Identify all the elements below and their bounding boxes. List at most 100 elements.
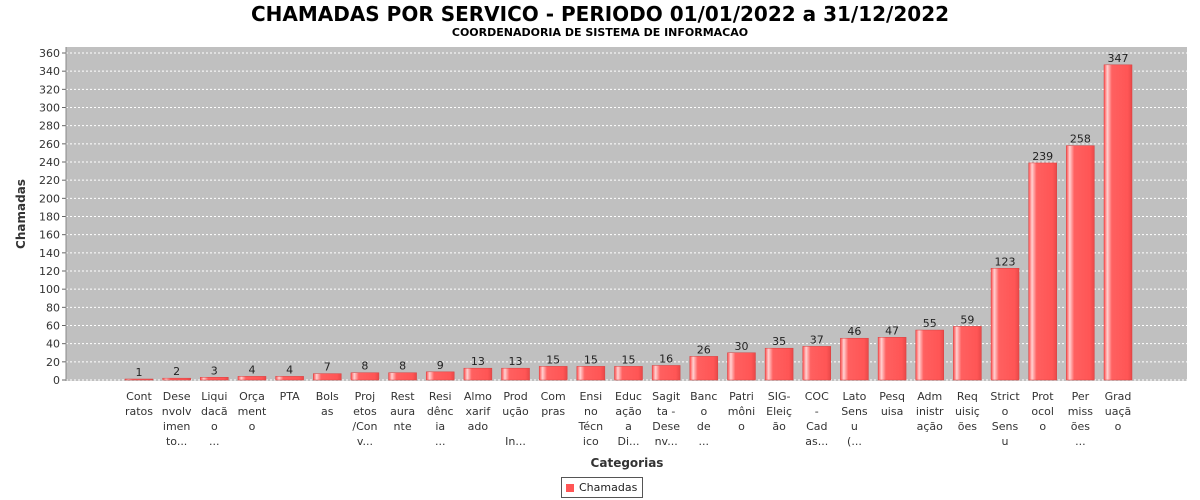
legend: Chamadas (561, 477, 644, 498)
bar (1066, 145, 1095, 381)
bar (576, 366, 606, 381)
bar (313, 373, 342, 381)
bar (425, 371, 455, 381)
y-tick-label: 240 (39, 156, 60, 169)
value-label: 47 (885, 324, 899, 337)
y-tick-label: 80 (46, 301, 60, 314)
value-label: 239 (1032, 150, 1053, 163)
bar (689, 356, 719, 381)
category-label: Per miss ões... (1068, 390, 1094, 448)
bar (1103, 64, 1133, 381)
value-label: 13 (509, 355, 523, 368)
y-tick-label: 200 (39, 192, 60, 205)
chart-title: CHAMADAS POR SERVICO - PERIODO 01/01/202… (250, 2, 950, 26)
value-label: 55 (923, 317, 937, 330)
category-label: Bols as (316, 390, 339, 418)
value-label: 2 (173, 365, 180, 378)
y-tick-label: 220 (39, 174, 60, 187)
y-tick-label: 360 (39, 47, 60, 60)
bar (953, 326, 982, 381)
category-label: Resi dênc ia... (427, 390, 454, 448)
category-label: Lato Sens u (... (841, 390, 868, 448)
bar (915, 329, 944, 381)
chart-subtitle: COORDENADORIA DE SISTEMA DE INFORMACAO (451, 26, 749, 39)
category-label: PTA (280, 390, 300, 403)
value-label: 1 (136, 366, 143, 379)
bar (727, 352, 756, 381)
y-tick-label: 180 (39, 211, 60, 224)
bar (237, 376, 267, 381)
y-tick-label: 140 (39, 247, 60, 260)
value-label: 13 (471, 355, 485, 368)
y-tick-label: 160 (39, 229, 60, 242)
category-label: Sagit ta -Dese nv... (652, 390, 681, 448)
category-label: Prod ução In... (502, 390, 529, 448)
y-tick-label: 20 (46, 356, 60, 369)
value-label: 4 (248, 363, 255, 376)
y-axis: 0 20 40 60 80 100 120 140 160 180 200 220 240 260 280 3… (39, 47, 67, 387)
bar (200, 377, 229, 381)
y-tick-label: 0 (53, 374, 60, 387)
category-label: Adm inistr ação (916, 390, 944, 433)
value-label: 3 (211, 364, 218, 377)
bar (1028, 162, 1057, 381)
value-label: 15 (622, 353, 636, 366)
bar (124, 378, 154, 381)
value-label: 8 (399, 360, 406, 373)
bar (877, 337, 907, 381)
value-label: 26 (697, 343, 711, 356)
bar (614, 366, 643, 381)
bar (651, 365, 681, 381)
category-label: Rest aura nte (390, 390, 415, 433)
bar (990, 268, 1020, 381)
y-tick-label: 280 (39, 120, 60, 133)
value-label: 16 (659, 352, 673, 365)
category-label: Educ ação a Di... (615, 390, 642, 448)
bar (764, 347, 794, 381)
bar (463, 367, 493, 381)
bar (388, 372, 417, 381)
bar (350, 372, 380, 381)
y-axis-title: Chamadas (14, 179, 28, 249)
y-tick-label: 300 (39, 102, 60, 115)
category-label: Almo xarif ado (464, 390, 492, 433)
y-tick-label: 100 (39, 283, 60, 296)
category-label: Com pras (541, 390, 566, 418)
category-label: Strict o Sens u (990, 390, 1020, 448)
category-label: Req uisiç ões (955, 390, 980, 433)
bar (501, 367, 530, 381)
value-label: 8 (361, 360, 368, 373)
category-label: Ensi no Técn ico (578, 390, 604, 448)
y-tick-label: 40 (46, 338, 60, 351)
category-label: Grad uaçã o (1105, 390, 1132, 433)
bar (275, 376, 304, 381)
gridlines (66, 52, 1187, 381)
bar (802, 346, 832, 381)
category-label: Banc o de... (690, 390, 717, 448)
value-label: 46 (847, 325, 861, 338)
value-label: 258 (1070, 133, 1091, 146)
value-label: 4 (286, 363, 293, 376)
y-tick-label: 260 (39, 138, 60, 151)
value-label: 15 (546, 353, 560, 366)
category-label: Proj etos/Con v... (352, 390, 377, 448)
legend-label: Chamadas (579, 481, 638, 494)
value-label: 37 (810, 333, 824, 346)
category-label: Liqui dacã o... (201, 390, 228, 448)
category-label: Orça ment o (238, 390, 267, 433)
category-label: Patri môni o (728, 390, 755, 433)
y-tick-label: 340 (39, 65, 60, 78)
legend-swatch (566, 483, 574, 492)
category-label: Cont ratos (125, 390, 153, 418)
y-tick-label: 120 (39, 265, 60, 278)
value-label: 7 (324, 361, 331, 374)
category-label: COC -Cad as... (805, 390, 829, 448)
value-label: 30 (734, 340, 748, 353)
bar (538, 366, 568, 381)
bars (124, 64, 1133, 381)
category-label: SIG-Eleiç ão (766, 390, 792, 433)
value-label: 123 (995, 255, 1016, 268)
value-label: 35 (772, 335, 786, 348)
